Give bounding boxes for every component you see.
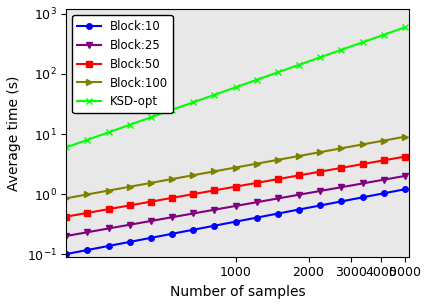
Block:100: [360, 143, 365, 146]
Block:10: [212, 224, 217, 228]
Y-axis label: Average time (s): Average time (s): [7, 75, 21, 191]
Block:10: [191, 228, 196, 232]
Block:100: [106, 189, 111, 192]
KSD-opt: [297, 63, 302, 67]
Block:25: [254, 200, 259, 204]
Block:50: [149, 200, 154, 203]
Block:50: [106, 207, 111, 211]
Line: Block:100: Block:100: [63, 134, 408, 201]
Block:25: [191, 212, 196, 215]
KSD-opt: [212, 93, 217, 97]
Block:50: [402, 155, 407, 159]
Block:25: [381, 178, 386, 181]
Block:10: [127, 240, 132, 244]
Block:25: [402, 174, 407, 178]
Block:50: [360, 162, 365, 166]
KSD-opt: [85, 138, 90, 142]
KSD-opt: [402, 25, 407, 29]
Block:10: [85, 248, 90, 252]
KSD-opt: [275, 70, 280, 74]
Block:50: [212, 188, 217, 192]
Block:25: [127, 223, 132, 226]
Block:100: [127, 185, 132, 188]
Block:100: [381, 139, 386, 142]
Block:25: [212, 208, 217, 211]
Block:50: [318, 170, 323, 174]
Block:100: [297, 154, 302, 158]
Block:100: [402, 135, 407, 139]
Block:50: [127, 203, 132, 207]
Block:100: [339, 147, 344, 150]
Block:25: [297, 193, 302, 196]
KSD-opt: [233, 85, 238, 89]
Block:25: [85, 230, 90, 234]
Block:25: [233, 204, 238, 208]
Block:100: [254, 162, 259, 166]
Block:100: [275, 158, 280, 162]
KSD-opt: [169, 108, 175, 112]
Block:10: [297, 208, 302, 211]
Block:100: [169, 177, 175, 181]
KSD-opt: [64, 145, 69, 149]
Block:10: [402, 188, 407, 191]
Block:25: [169, 215, 175, 219]
Block:10: [381, 192, 386, 195]
Block:25: [275, 197, 280, 200]
Block:50: [85, 211, 90, 215]
Block:50: [381, 159, 386, 162]
Block:100: [191, 174, 196, 177]
Block:50: [233, 185, 238, 188]
Block:100: [149, 181, 154, 185]
Legend: Block:10, Block:25, Block:50, Block:100, KSD-opt: Block:10, Block:25, Block:50, Block:100,…: [72, 15, 173, 113]
Block:10: [169, 232, 175, 236]
Block:10: [254, 216, 259, 219]
Line: Block:10: Block:10: [63, 186, 408, 257]
Line: Block:25: Block:25: [63, 173, 408, 239]
KSD-opt: [149, 115, 154, 119]
Block:25: [360, 182, 365, 185]
Block:25: [64, 234, 69, 238]
KSD-opt: [127, 123, 132, 127]
Block:50: [169, 196, 175, 200]
Block:10: [318, 203, 323, 207]
Block:25: [149, 219, 154, 223]
Block:10: [275, 212, 280, 215]
Block:10: [149, 236, 154, 240]
Block:25: [106, 227, 111, 230]
KSD-opt: [360, 40, 365, 44]
Block:100: [85, 192, 90, 196]
Block:100: [233, 166, 238, 169]
Block:10: [106, 244, 111, 248]
Block:50: [191, 192, 196, 196]
Block:100: [318, 150, 323, 154]
Line: KSD-opt: KSD-opt: [63, 24, 408, 150]
Block:25: [339, 185, 344, 189]
Block:50: [64, 215, 69, 218]
Block:50: [339, 166, 344, 170]
Line: Block:50: Block:50: [63, 154, 408, 219]
X-axis label: Number of samples: Number of samples: [170, 285, 306, 299]
Block:50: [275, 177, 280, 181]
KSD-opt: [339, 48, 344, 52]
KSD-opt: [254, 78, 259, 82]
Block:50: [254, 181, 259, 185]
KSD-opt: [106, 130, 111, 134]
KSD-opt: [191, 100, 196, 104]
Block:100: [64, 196, 69, 200]
Block:10: [360, 196, 365, 199]
KSD-opt: [318, 55, 323, 59]
Block:10: [339, 200, 344, 203]
Block:100: [212, 170, 217, 173]
KSD-opt: [381, 33, 386, 37]
Block:10: [64, 252, 69, 256]
Block:25: [318, 189, 323, 193]
Block:50: [297, 174, 302, 177]
Block:10: [233, 220, 238, 223]
